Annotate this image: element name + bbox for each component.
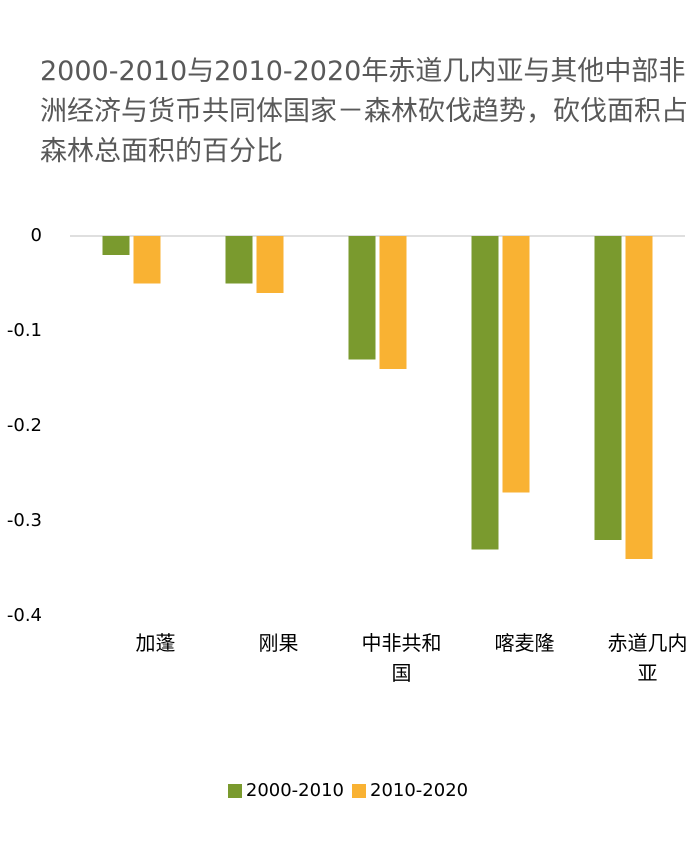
legend-item: 2000-2010 bbox=[227, 780, 344, 801]
bar bbox=[256, 236, 284, 293]
bar bbox=[594, 236, 622, 540]
y-tick-label: -0.3 bbox=[7, 510, 42, 531]
bar bbox=[625, 236, 653, 559]
legend-label: 2010-2020 bbox=[370, 780, 469, 801]
legend-item: 2010-2020 bbox=[352, 780, 468, 801]
legend-swatch bbox=[227, 783, 242, 798]
x-tick-label: 喀麦隆 bbox=[494, 631, 555, 655]
bar bbox=[471, 236, 499, 550]
legend-label: 2000-2010 bbox=[245, 780, 344, 801]
legend: 2000-2010 2010-2020 bbox=[0, 780, 696, 803]
chart-title: 2000-2010与2010-2020年赤道几内亚与其他中部非洲经济与货币共同体… bbox=[40, 56, 688, 167]
bar bbox=[502, 236, 530, 493]
y-tick-label: -0.1 bbox=[7, 320, 42, 341]
bar bbox=[133, 236, 161, 284]
bar bbox=[379, 236, 407, 369]
y-tick-label: 0 bbox=[31, 225, 42, 246]
bar bbox=[102, 236, 130, 255]
bar bbox=[225, 236, 253, 284]
y-tick-label: -0.2 bbox=[7, 415, 42, 436]
bar bbox=[348, 236, 376, 360]
x-tick-label: 刚果 bbox=[258, 631, 299, 655]
x-tick-label: 中非共和国 bbox=[361, 631, 442, 685]
x-tick-label: 赤道几内亚 bbox=[607, 631, 688, 685]
y-tick-label: -0.4 bbox=[7, 605, 42, 626]
legend-swatch bbox=[352, 783, 366, 798]
x-tick-label: 加蓬 bbox=[135, 631, 176, 655]
